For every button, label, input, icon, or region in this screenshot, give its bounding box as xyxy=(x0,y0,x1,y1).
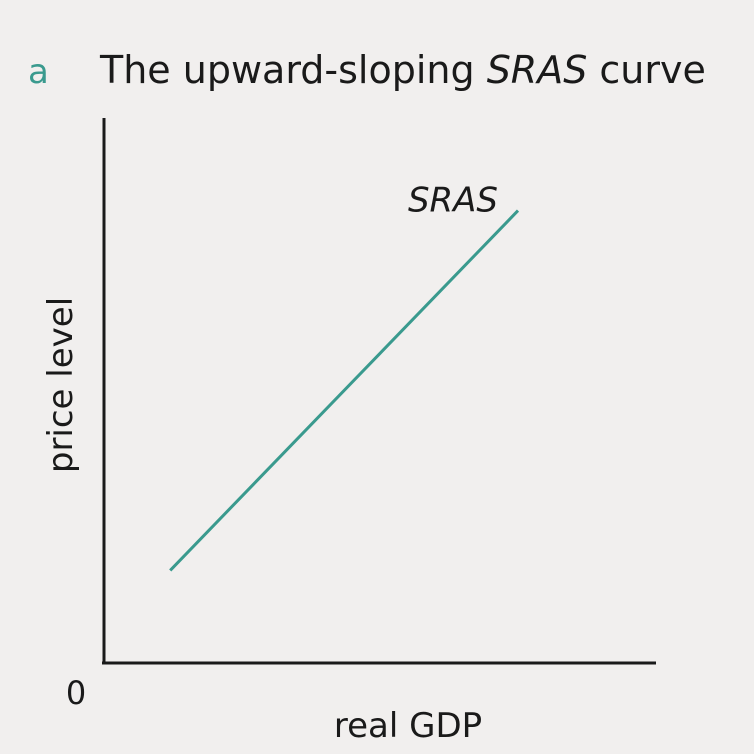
title-prefix: The upward-sloping xyxy=(99,48,487,92)
series-line-sras xyxy=(169,209,520,572)
series-label-sras: SRAS xyxy=(408,181,498,221)
title-suffix: curve xyxy=(587,48,706,92)
chart-title: The upward-sloping SRAS curve xyxy=(99,48,706,92)
series-group: SRAS xyxy=(169,181,520,572)
origin-label: 0 xyxy=(66,674,86,712)
x-axis-label: real GDP xyxy=(334,706,482,746)
panel-letter: a xyxy=(28,52,49,92)
title-emphasis: SRAS xyxy=(487,48,588,92)
y-axis-label: price level xyxy=(41,297,81,473)
